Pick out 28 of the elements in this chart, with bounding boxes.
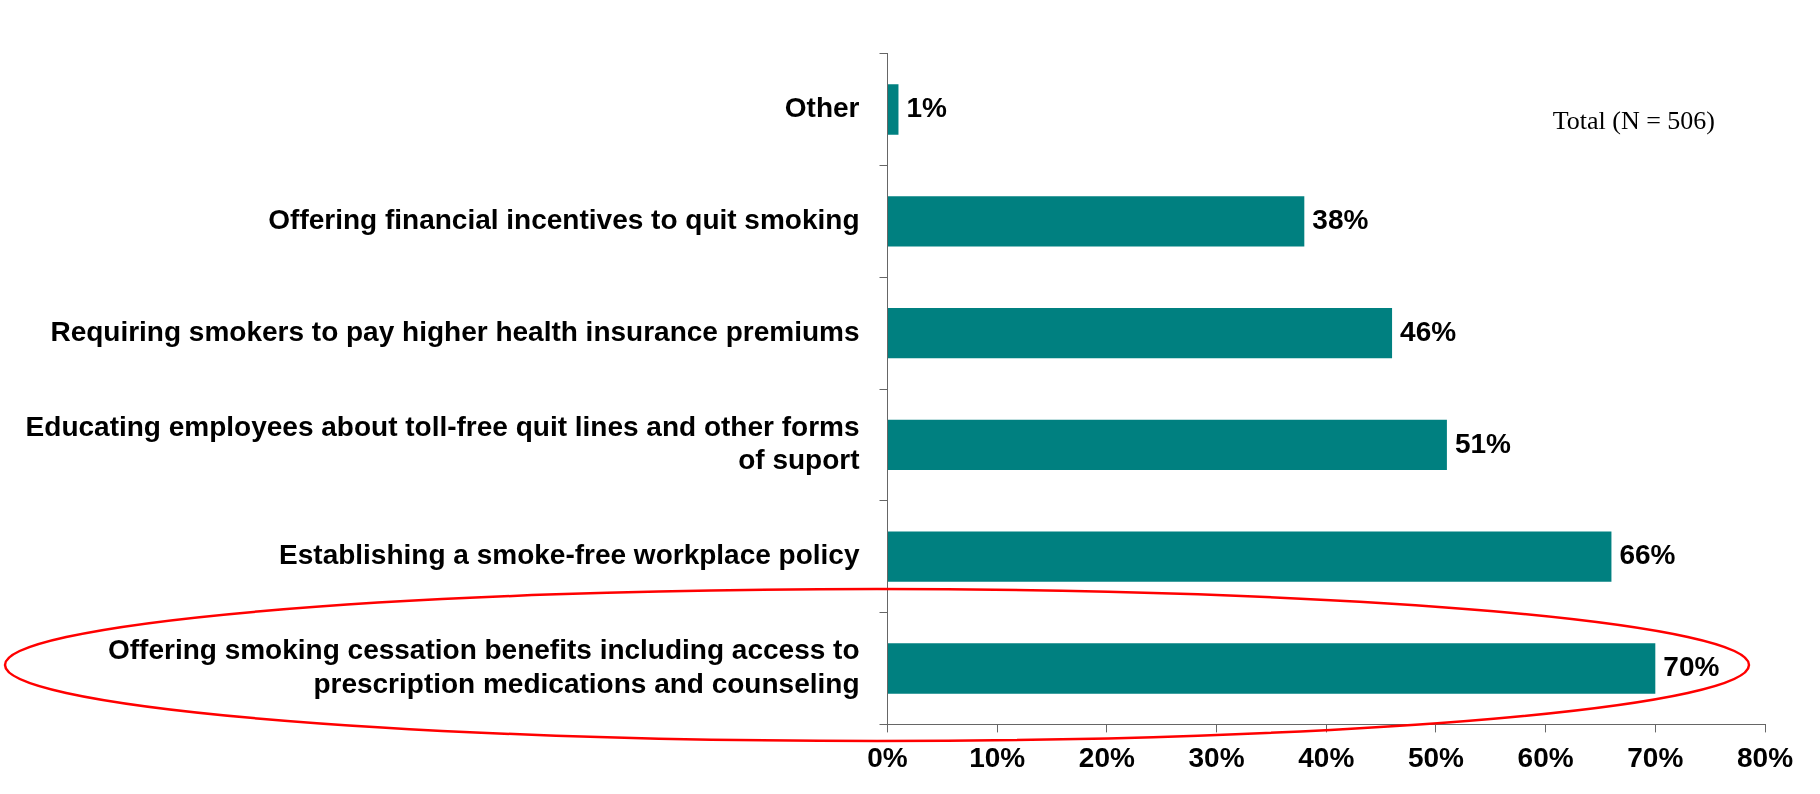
y-tick-label: Educating employees about toll-free quit lines and other forms of suport [25,410,860,476]
y-tick-label: Requiring smokers to pay higher health insurance premiums [50,315,860,347]
y-tick-label: Offering financial incentives to quit smoking [268,204,860,236]
data-label: 51% [1454,427,1512,459]
data-label: 46% [1400,315,1457,347]
annotation: Total (N = 506) [1552,105,1715,135]
x-tick-label: 20% [1078,741,1135,773]
x-tick-label: 80% [1736,741,1794,773]
data-label: 66% [1619,539,1676,571]
x-tick-label: 0% [867,741,908,773]
y-tick-label: Establishing a smoke-free workplace policy [279,539,860,571]
y-tick-label: Other [784,92,860,124]
x-tick-label: 10% [969,741,1026,773]
bar [888,531,1612,582]
x-tick-label: 30% [1188,741,1245,773]
x-tick-label: 50% [1407,741,1465,773]
bar [888,196,1305,247]
bar [888,307,1393,359]
bar [888,419,1447,471]
data-label: 70% [1663,651,1720,683]
data-label: 1% [906,92,948,124]
bar [888,84,899,135]
x-tick-label: 70% [1627,741,1684,773]
data-label: 38% [1312,204,1369,236]
x-tick-label: 40% [1298,741,1355,773]
bar [888,643,1656,694]
x-tick-label: 60% [1517,741,1574,773]
y-tick-label: Offering smoking cessation benefits including access to prescription medications and counseling [107,634,860,700]
